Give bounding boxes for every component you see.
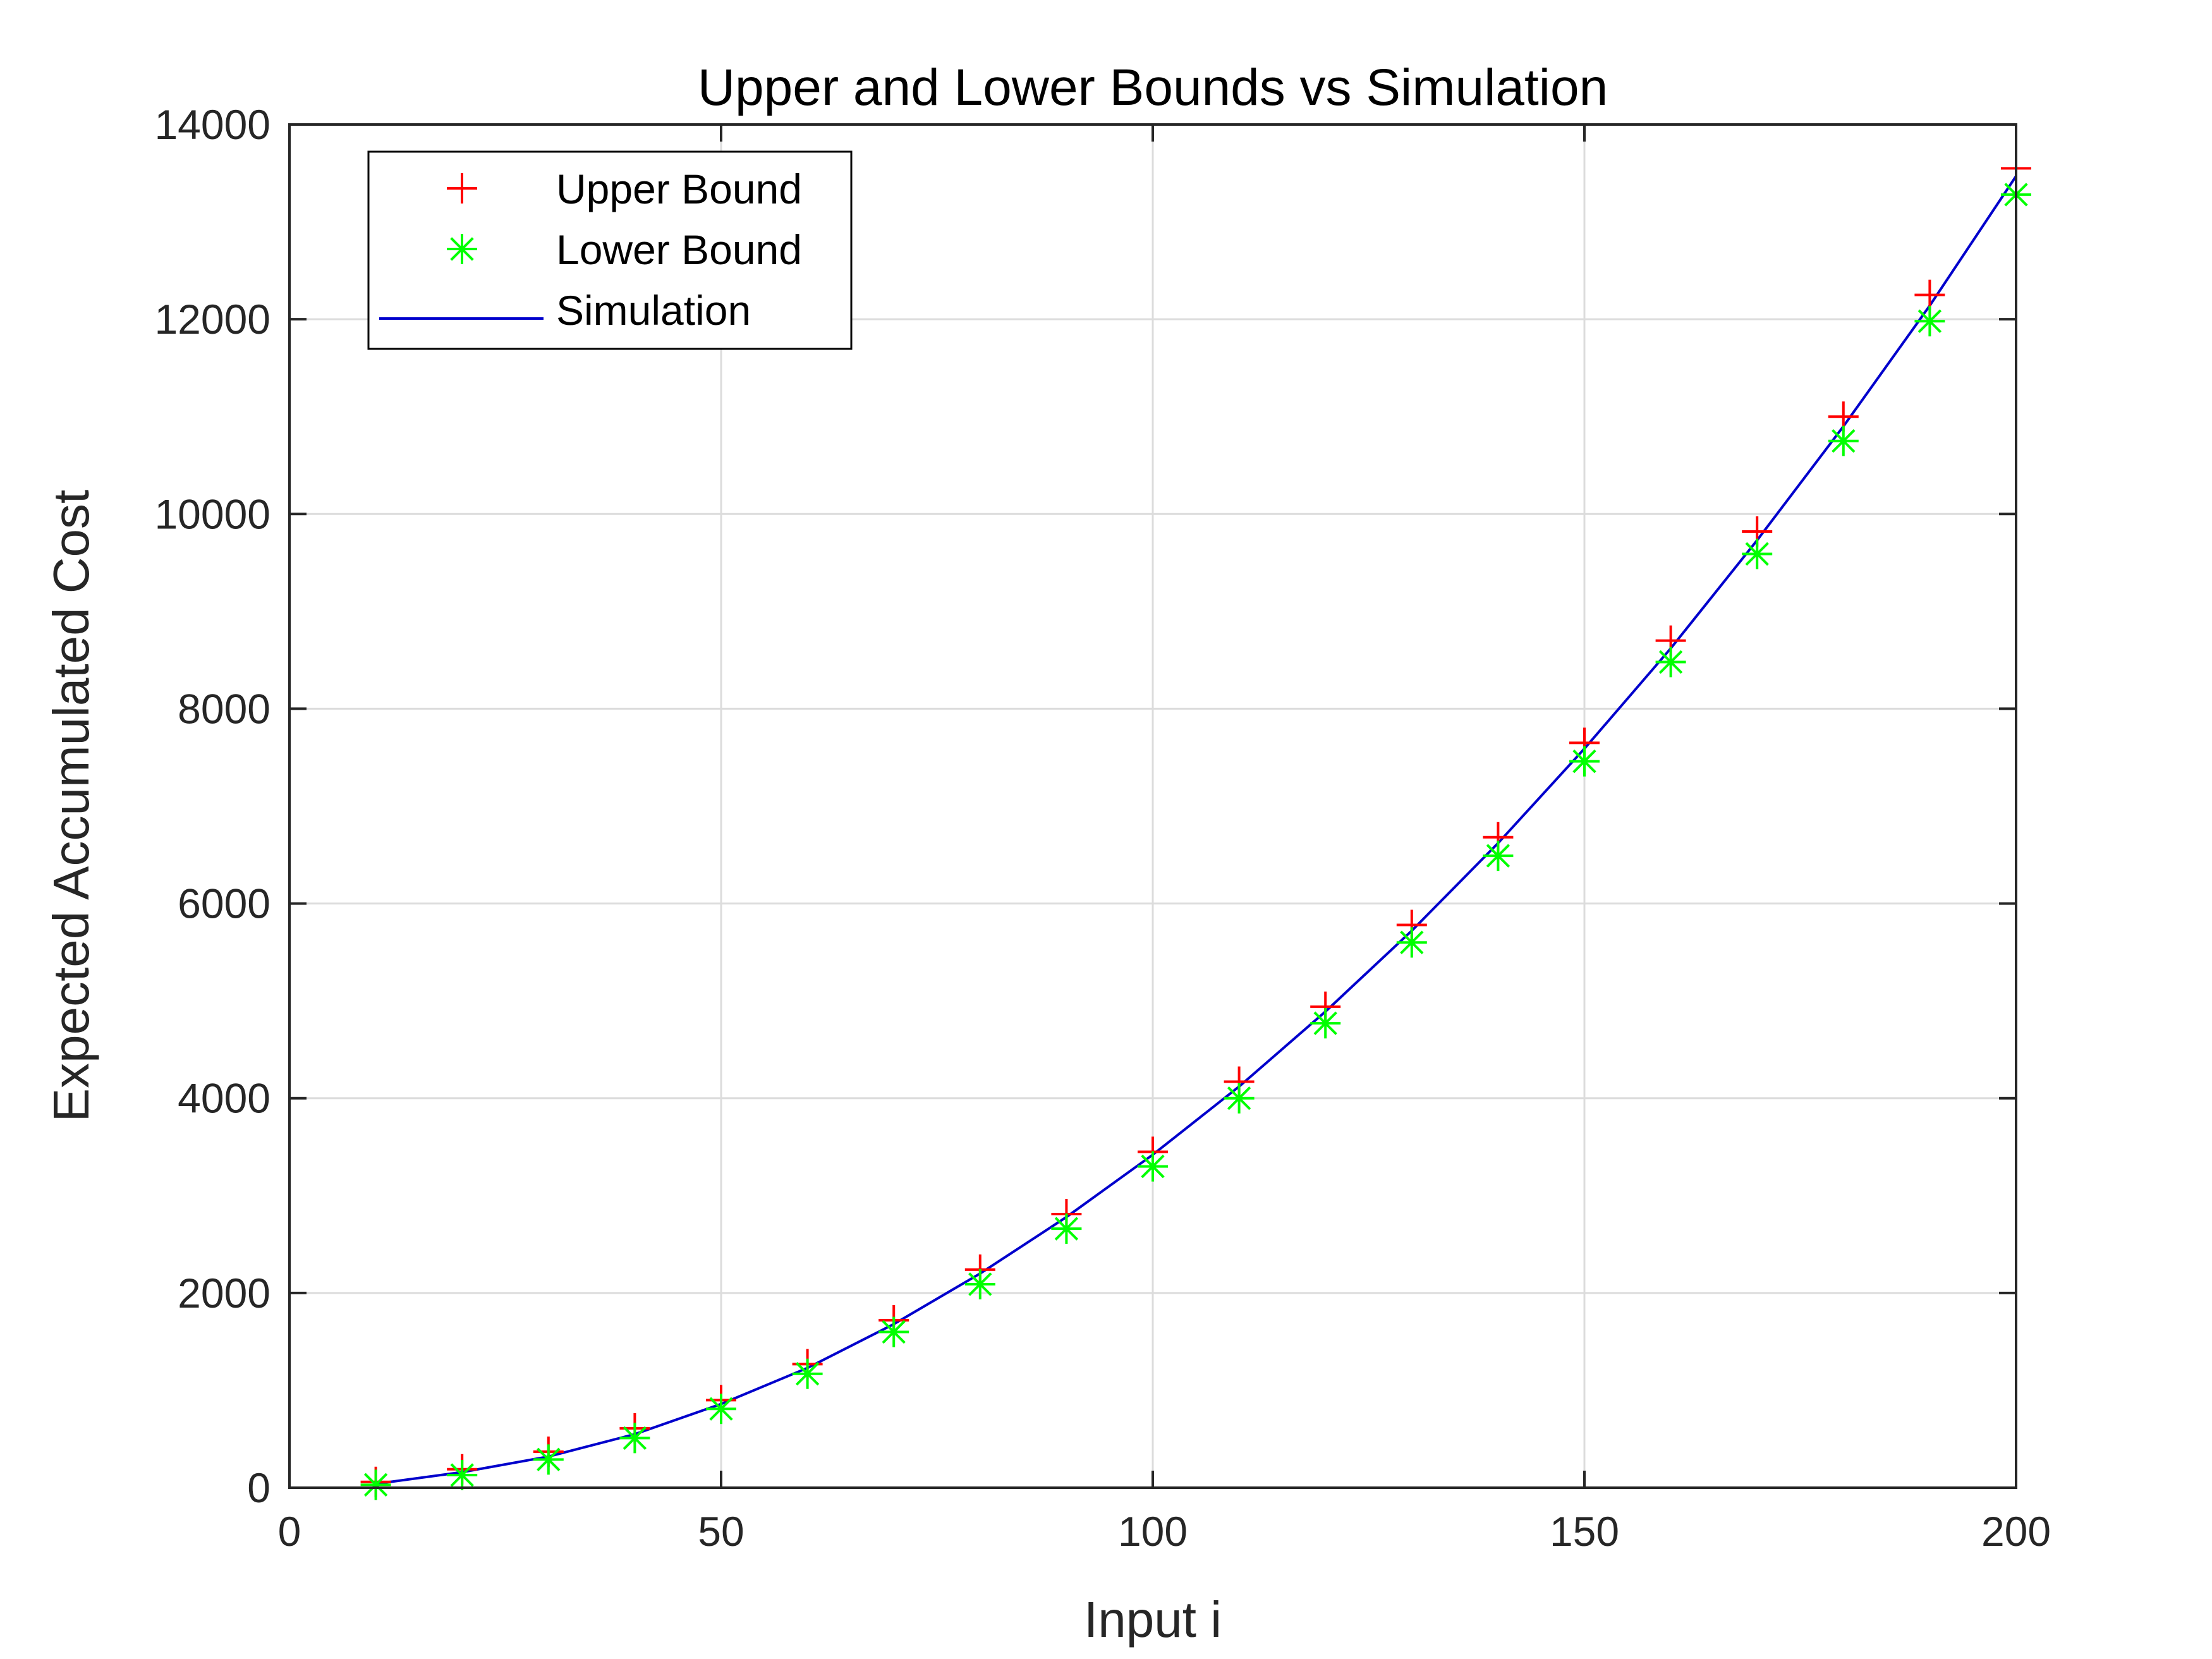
lower-bound-point <box>1051 1213 1082 1244</box>
lower-bound-point <box>447 1459 478 1490</box>
y-tick-label: 0 <box>247 1464 270 1511</box>
legend-box <box>367 150 853 350</box>
lower-bound-point <box>878 1316 909 1347</box>
lower-bound-point <box>1828 425 1859 456</box>
legend-entries: Upper Bound Lower Bound Simulation <box>379 166 802 334</box>
upper-bound-point <box>1914 279 1945 310</box>
y-tick-label: 6000 <box>178 880 270 927</box>
plot-area: 0 50 100 150 2000200040006000800010000120001… <box>154 101 2051 1555</box>
x-tick-label: 50 <box>698 1508 744 1555</box>
lower-bound-point <box>792 1358 823 1389</box>
grid-lines <box>289 125 2016 1488</box>
axis-ticks: 0 50 100 150 2000200040006000800010000120001… <box>154 101 2051 1555</box>
lower-bound-point <box>1742 538 1773 569</box>
lower-bound-point <box>1224 1083 1255 1114</box>
legend: Upper Bound Lower Bound Simulation <box>367 150 853 350</box>
legend-label: Upper Bound <box>556 166 802 212</box>
y-tick-label: 4000 <box>178 1075 270 1122</box>
lower-bound-point <box>1138 1151 1168 1182</box>
lower-bound-point <box>1914 306 1945 337</box>
x-tick-label: 150 <box>1550 1508 1619 1555</box>
y-tick-label: 10000 <box>154 490 270 537</box>
x-tick-label: 200 <box>1981 1508 2051 1555</box>
y-tick-label: 2000 <box>178 1270 270 1316</box>
y-tick-label: 14000 <box>154 101 270 148</box>
y-axis-label: Expected Accumulated Cost <box>43 490 99 1122</box>
x-axis-label: Input i <box>1084 1591 1222 1648</box>
lower-bound-point <box>1483 841 1514 872</box>
x-tick-label: 0 <box>278 1508 301 1555</box>
lower-bound-point <box>360 1469 391 1500</box>
legend-label: Lower Bound <box>556 226 802 273</box>
lower-bound-point <box>619 1423 650 1454</box>
lower-bound-point <box>1569 746 1600 777</box>
lower-bound-point <box>1655 647 1686 678</box>
x-tick-label: 100 <box>1118 1508 1188 1555</box>
legend-upper-bound-swatch <box>447 173 477 204</box>
lower-bound-point <box>706 1394 736 1425</box>
lower-bound-point <box>964 1268 995 1299</box>
chart-title: Upper and Lower Bounds vs Simulation <box>698 59 1608 116</box>
y-tick-label: 12000 <box>154 296 270 343</box>
lower-bound-point <box>1310 1008 1341 1039</box>
lower-bound-point <box>1396 927 1427 958</box>
legend-lower-bound-swatch <box>447 234 477 264</box>
legend-label: Simulation <box>556 287 751 334</box>
y-tick-label: 8000 <box>178 685 270 732</box>
lower-bound-point <box>533 1444 564 1475</box>
series-layer <box>360 153 2031 1500</box>
